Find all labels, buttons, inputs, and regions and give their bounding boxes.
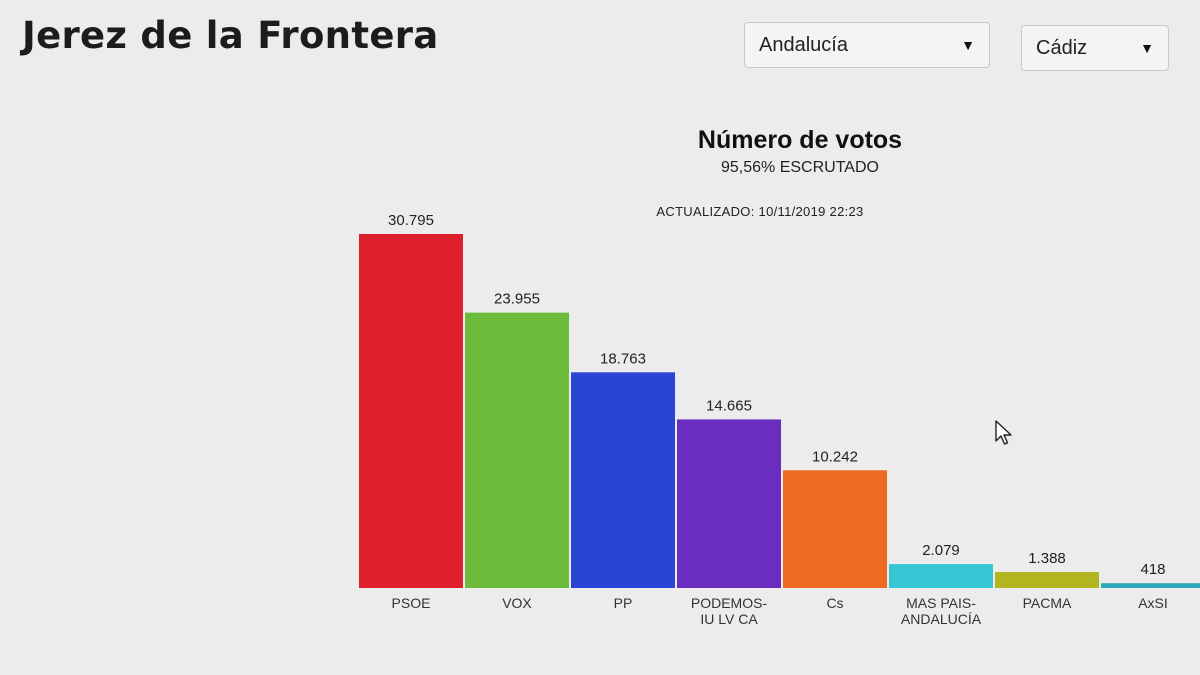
chevron-down-icon: ▼ (1140, 40, 1154, 56)
page-title: Jerez de la Frontera (22, 14, 439, 57)
category-label-vox: VOX (502, 595, 532, 611)
value-label-axsi: 418 (1140, 561, 1165, 578)
bar-psoe[interactable] (359, 234, 463, 588)
category-label-mas-pais-andaluc-a: MAS PAIS-ANDALUCÍA (901, 595, 982, 627)
bar-cs[interactable] (783, 470, 887, 588)
bar-mas-pais-andaluc-a[interactable] (889, 564, 993, 588)
chart-title: Número de votos (697, 126, 903, 154)
region-select[interactable]: Andalucía ▼ (744, 22, 990, 68)
value-label-mas-pais-andaluc-a: 2.079 (922, 542, 960, 559)
mouse-cursor-icon (995, 420, 1012, 445)
value-label-pp: 18.763 (600, 350, 646, 367)
value-label-podemos-iu-lv-ca: 14.665 (706, 397, 752, 414)
value-label-cs: 10.242 (812, 448, 858, 465)
category-label-podemos-iu-lv-ca: PODEMOS-IU LV CA (691, 595, 768, 627)
bar-pp[interactable] (571, 372, 675, 588)
chart-subtitle: 95,56% ESCRUTADO (721, 159, 879, 176)
category-label-pp: PP (614, 595, 633, 611)
category-label-psoe: PSOE (392, 595, 431, 611)
chart-updated-timestamp: ACTUALIZADO: 10/11/2019 22:23 (656, 204, 864, 219)
value-label-vox: 23.955 (494, 291, 540, 308)
category-label-cs: Cs (826, 595, 843, 611)
chevron-down-icon: ▼ (961, 37, 975, 53)
region-select-value: Andalucía (759, 33, 848, 56)
value-label-pacma: 1.388 (1028, 550, 1066, 567)
bar-podemos-iu-lv-ca[interactable] (677, 419, 781, 588)
bar-pacma[interactable] (995, 572, 1099, 588)
province-select[interactable]: Cádiz ▼ (1021, 25, 1169, 71)
province-select-value: Cádiz (1036, 36, 1088, 59)
category-label-pacma: PACMA (1023, 595, 1072, 611)
value-label-psoe: 30.795 (388, 212, 434, 229)
bar-vox[interactable] (465, 312, 569, 588)
category-label-axsi: AxSI (1138, 595, 1168, 611)
bar-axsi[interactable] (1101, 583, 1200, 588)
